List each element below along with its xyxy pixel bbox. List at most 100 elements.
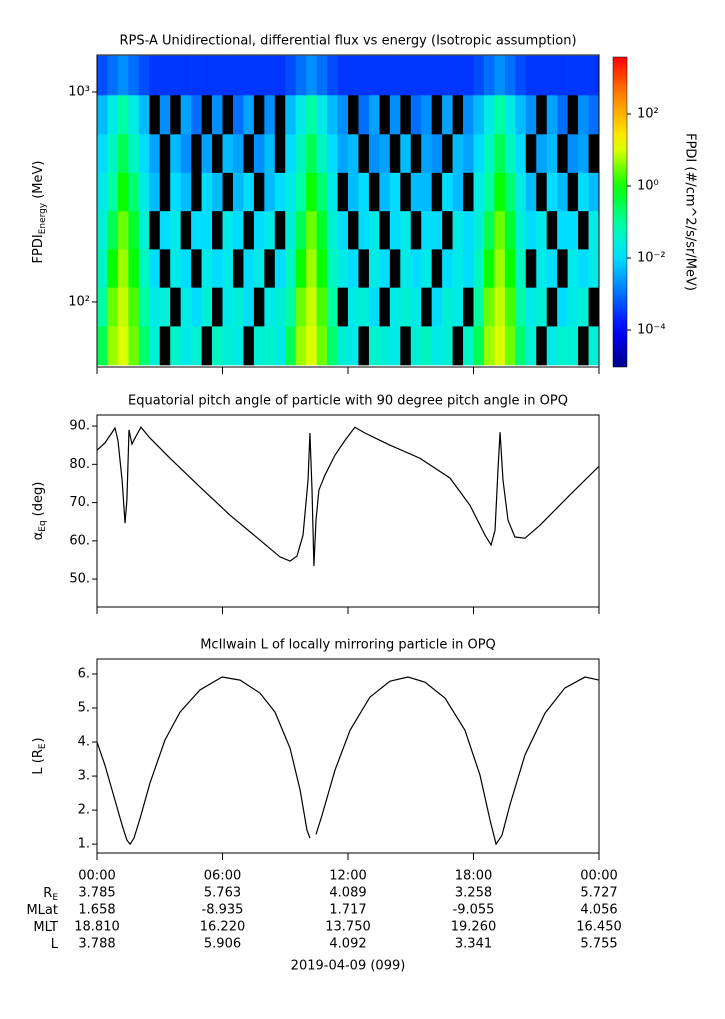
heatmap-cell bbox=[232, 287, 244, 327]
heatmap-cell bbox=[243, 134, 255, 173]
heatmap-cell bbox=[285, 172, 297, 212]
heatmap-cell bbox=[170, 94, 181, 135]
heatmap-cell bbox=[170, 210, 181, 250]
ephemeris-value: 4.056 bbox=[580, 903, 617, 918]
panel-title: McIlwain L of locally mirroring particle… bbox=[200, 638, 496, 653]
heatmap-cell bbox=[358, 172, 370, 212]
heatmap-cell bbox=[253, 287, 265, 327]
heatmap-cell bbox=[348, 94, 359, 135]
heatmap-cell bbox=[159, 287, 171, 327]
heatmap-cell bbox=[546, 55, 558, 96]
heatmap-cell bbox=[128, 326, 140, 366]
ephemeris-label-main: MLT bbox=[33, 920, 58, 935]
heatmap-cell bbox=[170, 287, 181, 327]
heatmap-cell bbox=[97, 94, 108, 135]
ephemeris-value: 4.089 bbox=[329, 886, 366, 901]
ephemeris-label: MLat bbox=[26, 903, 58, 918]
ephemeris-value: 16.220 bbox=[200, 920, 246, 935]
heatmap-cell bbox=[515, 94, 527, 135]
heatmap-cell bbox=[243, 94, 255, 135]
heatmap-cell bbox=[97, 210, 108, 250]
heatmap-cell bbox=[389, 55, 401, 96]
data-line bbox=[96, 676, 600, 846]
heatmap-cell bbox=[442, 172, 453, 212]
ephemeris-value: 5.763 bbox=[204, 886, 241, 901]
heatmap-cell bbox=[483, 210, 495, 250]
heatmap-cell bbox=[337, 287, 349, 327]
ephemeris-value: 19.260 bbox=[451, 920, 497, 935]
heatmap-cell bbox=[504, 287, 516, 327]
heatmap-cell bbox=[546, 249, 558, 288]
heatmap-cell bbox=[316, 172, 328, 212]
x-tick-label: 00:00 bbox=[78, 869, 115, 884]
y-axis-label-main: L (R bbox=[31, 749, 46, 774]
heatmap-cell bbox=[159, 249, 171, 288]
heatmap-cell bbox=[400, 94, 412, 135]
heatmap-cell bbox=[128, 287, 140, 327]
heatmap-cell bbox=[442, 326, 453, 366]
heatmap-cell bbox=[180, 94, 192, 135]
heatmap-cell bbox=[128, 249, 140, 288]
heatmap-cell bbox=[463, 210, 474, 250]
heatmap-cell bbox=[316, 210, 328, 250]
heatmap-cell bbox=[117, 94, 129, 135]
heatmap-cell bbox=[452, 172, 464, 212]
heatmap-cell bbox=[473, 134, 485, 173]
heatmap-cell bbox=[222, 172, 234, 212]
heatmap-cell bbox=[149, 134, 161, 173]
heatmap-cell bbox=[306, 249, 317, 288]
heatmap-cell bbox=[515, 287, 527, 327]
heatmap-cell bbox=[588, 210, 600, 250]
heatmap-cell bbox=[536, 172, 548, 212]
heatmap-cell bbox=[306, 326, 317, 366]
heatmap-cell bbox=[400, 172, 412, 212]
heatmap-cell bbox=[494, 94, 506, 135]
heatmap-cell bbox=[578, 287, 589, 327]
heatmap-cell bbox=[97, 326, 108, 366]
heatmap-cell bbox=[97, 172, 108, 212]
heatmap-cell bbox=[191, 326, 202, 366]
heatmap-cell bbox=[107, 326, 119, 366]
heatmap-cell bbox=[149, 210, 161, 250]
heatmap-cell bbox=[159, 134, 171, 173]
heatmap-cell bbox=[285, 210, 297, 250]
heatmap-cell bbox=[431, 172, 443, 212]
heatmap-cell bbox=[525, 326, 537, 366]
heatmap-cell bbox=[107, 172, 119, 212]
heatmap-cell bbox=[410, 249, 422, 288]
heatmap-cell bbox=[316, 55, 328, 96]
heatmap-cell bbox=[327, 249, 338, 288]
heatmap-cell bbox=[348, 287, 359, 327]
heatmap-cell bbox=[97, 249, 108, 288]
heatmap-cell bbox=[410, 287, 422, 327]
heatmap-cell bbox=[107, 94, 119, 135]
colorbar-tick-label: 10⁰ bbox=[637, 179, 659, 194]
heatmap-cell bbox=[128, 210, 140, 250]
heatmap-cell bbox=[379, 326, 391, 366]
heatmap-cell bbox=[295, 172, 307, 212]
heatmap-cell bbox=[149, 55, 161, 96]
heatmap-cell bbox=[515, 210, 527, 250]
heatmap-cell bbox=[180, 172, 192, 212]
y-axis-label-main: FPDI bbox=[31, 234, 46, 263]
heatmap-cell bbox=[473, 55, 485, 96]
heatmap-cell bbox=[494, 287, 506, 327]
heatmap-cell bbox=[379, 287, 391, 327]
heatmap-cell bbox=[138, 210, 150, 250]
heatmap-cell bbox=[159, 94, 171, 135]
heatmap-cell bbox=[222, 249, 234, 288]
y-tick-label: 10² bbox=[68, 294, 90, 309]
heatmap-cell bbox=[389, 326, 401, 366]
heatmap-cell bbox=[243, 249, 255, 288]
heatmap-cell bbox=[358, 210, 370, 250]
heatmap-cell bbox=[525, 210, 537, 250]
heatmap-cell bbox=[285, 249, 297, 288]
heatmap-cell bbox=[264, 249, 276, 288]
ephemeris-value: 16.450 bbox=[576, 920, 622, 935]
heatmap-cell bbox=[379, 94, 391, 135]
y-axis-label-sub: Energy bbox=[38, 202, 48, 234]
heatmap-cell bbox=[274, 287, 286, 327]
heatmap-cell bbox=[431, 94, 443, 135]
heatmap-cell bbox=[358, 94, 370, 135]
